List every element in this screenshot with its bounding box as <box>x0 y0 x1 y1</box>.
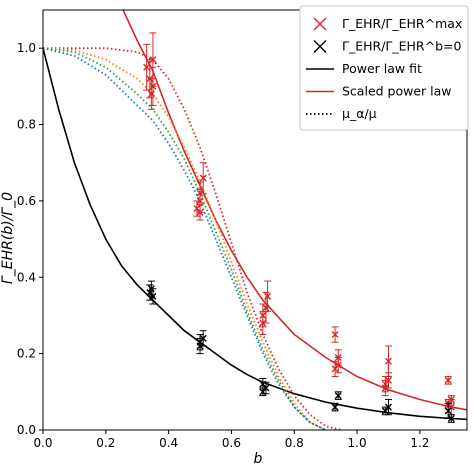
y-axis-label: Γ_EHR(b)/Γ_0 <box>0 192 16 284</box>
marker-x-b <box>149 292 157 300</box>
data-point-0-0 <box>143 43 151 91</box>
y-tick-label-3: 0.6 <box>17 194 36 208</box>
x-tick-label-4: 0.8 <box>285 436 304 450</box>
marker-x-b <box>199 174 207 182</box>
y-tick-label-1: 0.2 <box>17 347 36 361</box>
marker-x-b <box>264 292 272 300</box>
legend-entry-3: Scaled power law <box>306 84 452 99</box>
data-point-1-12 <box>384 398 392 416</box>
legend-label-4: μ_α/μ <box>342 106 377 121</box>
marker-x-b <box>444 407 452 415</box>
marker-x-b <box>199 334 207 342</box>
legend-entry-0: Γ_EHR/Γ_EHR^max <box>313 16 462 31</box>
x-tick-label-5: 1.0 <box>348 436 367 450</box>
legend-label-0: Γ_EHR/Γ_EHR^max <box>342 16 462 31</box>
x-tick-label-1: 0.2 <box>96 436 115 450</box>
data-point-0-8 <box>199 162 207 194</box>
data-point-1-5 <box>199 330 207 347</box>
x-axis-label: b <box>254 451 263 467</box>
data-point-1-9 <box>334 391 342 400</box>
legend-box <box>299 5 469 131</box>
legend: Γ_EHR/Γ_EHR^max Γ_EHR/Γ_EHR^b=0 Power law … <box>299 5 469 131</box>
marker-x-b <box>259 388 267 396</box>
x-tick-label-6: 1.2 <box>410 436 429 450</box>
y-tick-label-2: 0.4 <box>17 270 36 284</box>
legend-marker-b <box>313 40 327 53</box>
series-line-0 <box>43 48 467 421</box>
marker-x-b <box>331 331 339 339</box>
legend-label-3: Scaled power law <box>342 84 452 99</box>
y-tick-label-0: 0.0 <box>17 423 36 437</box>
data-point-1-2 <box>146 284 154 301</box>
marker-x-b <box>196 189 204 197</box>
series-line-2 <box>43 47 342 430</box>
data-point-0-12 <box>259 311 267 336</box>
x-tick-label-0: 0.0 <box>33 436 52 450</box>
data-point-0-20 <box>384 345 392 378</box>
marker-x-b <box>334 392 342 400</box>
data-point-1-8 <box>259 387 267 397</box>
legend-entry-4: μ_α/μ <box>306 106 377 121</box>
series-line-4 <box>43 47 327 430</box>
data-point-0-9 <box>196 181 204 206</box>
marker-x-b <box>149 82 157 90</box>
data-point-0-21 <box>381 379 389 397</box>
marker-x-b <box>146 289 154 297</box>
marker-x-b <box>259 319 267 327</box>
x-tick-label-2: 0.4 <box>159 436 178 450</box>
marker-x-b <box>196 208 204 216</box>
data-point-1-10 <box>331 402 339 412</box>
marker-x-b <box>331 365 339 373</box>
series-line-1 <box>122 10 467 411</box>
data-point-0-4 <box>149 66 157 106</box>
x-tick-label-3: 0.6 <box>222 436 241 450</box>
plot-area <box>43 10 467 430</box>
axes: 0.0 0.2 0.4 0.6 0.8 1.0 1.2 0.0 0.2 0.4 0.6 0.8 1.0 <box>17 9 468 450</box>
plot-frame <box>42 9 468 431</box>
marker-x-b <box>334 353 342 361</box>
y-tick-label-4: 0.8 <box>17 118 36 132</box>
data-point-0-17 <box>334 349 342 366</box>
marker-x-b <box>331 403 339 411</box>
y-tick-label-5: 1.0 <box>17 41 36 55</box>
legend-entry-1: Γ_EHR/Γ_EHR^b=0 <box>313 39 461 54</box>
series-line-3 <box>43 47 327 430</box>
marker-x-b <box>444 376 452 384</box>
legend-entry-2: Power law fit <box>306 61 422 76</box>
data-point-0-22 <box>444 376 452 385</box>
marker-x-b <box>384 403 392 411</box>
data-point-0-3 <box>147 78 155 110</box>
data-point-0-16 <box>331 360 339 378</box>
plot-inner <box>43 10 467 430</box>
data-point-1-14 <box>444 402 452 420</box>
legend-label-1: Γ_EHR/Γ_EHR^b=0 <box>342 39 461 54</box>
data-point-1-1 <box>149 288 157 305</box>
legend-marker-b <box>313 17 327 31</box>
marker-x-b <box>143 63 151 71</box>
data-point-0-14 <box>331 326 339 343</box>
marker-x-b <box>384 357 392 365</box>
marker-x-b <box>149 56 157 64</box>
legend-label-2: Power law fit <box>342 61 422 76</box>
marker-x-b <box>193 205 201 213</box>
series-line-5 <box>43 47 327 430</box>
marker-x-b <box>381 384 389 392</box>
data-point-0-13 <box>264 280 272 313</box>
